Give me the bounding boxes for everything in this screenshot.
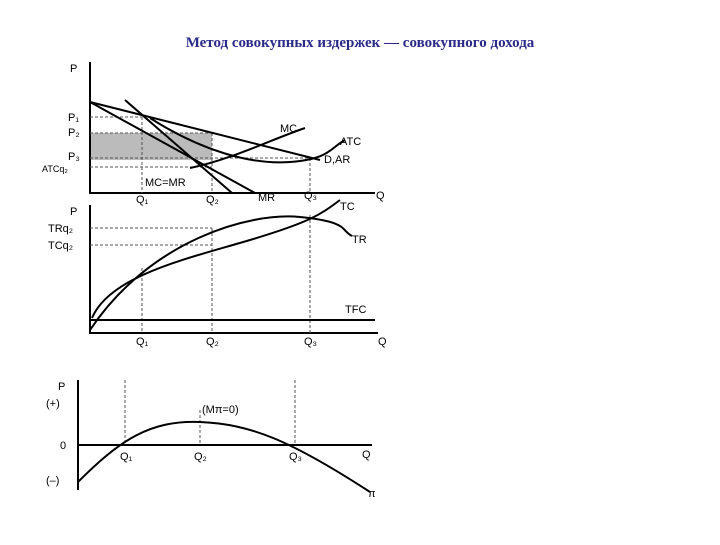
label: Q [362,449,371,461]
label: P [70,63,77,75]
label: Q₃ [289,451,302,463]
demand [89,101,321,161]
label: (+) [46,398,60,410]
label: 0 [60,440,66,452]
label: ATC [340,136,361,148]
label: π [368,488,376,500]
title: Метод совокупных издержек — совокупного … [186,35,535,51]
profit-curve [77,420,371,493]
mr [89,101,256,194]
mc-steep [124,99,233,194]
tc [91,199,341,319]
label: MR [258,192,275,204]
label: D,AR [324,154,350,166]
label: TC [340,201,355,213]
axes [89,62,375,194]
axes [89,205,378,334]
panel-2: P TRq₂ TCq₂ TC TR TFC Q₁ Q₂ Q₃ Q [48,199,387,348]
label: TCq₂ [48,240,73,252]
label: P₂ [68,127,80,139]
label: Q [378,336,387,348]
label: TFC [345,304,366,316]
label: Q [376,190,385,202]
label: P₁ [68,112,79,124]
guides [90,215,311,333]
label: Q₃ [304,190,317,202]
tr [89,215,353,331]
label: TR [352,234,367,246]
label: P [70,206,77,218]
label: Q₃ [304,336,317,348]
label: ATCq₂ [42,164,68,174]
label: Q₁ [120,451,133,463]
mc [189,127,306,169]
axes [77,380,372,490]
guides [124,380,296,445]
profit-area [90,133,212,160]
label: TRq₂ [48,223,73,235]
label: Q₁ [136,336,149,348]
label: (Mπ=0) [202,404,239,416]
label: MC [280,123,297,135]
label: P₃ [68,151,80,163]
atc [149,117,346,164]
panel-1: P P₁ P₂ P₃ ATCq₂ MC ATC D,AR MC=MR MR Q₁… [42,62,385,206]
label: Q₂ [206,336,219,348]
label: Q₂ [194,451,207,463]
label: MC=MR [145,177,186,189]
label: Q₂ [206,194,219,206]
panel-3: P (+) 0 (–) (Mπ=0) Q₁ Q₂ Q₃ Q π [46,380,376,500]
label: Q₁ [136,194,149,206]
label: (–) [46,475,59,487]
label: P [58,381,65,393]
